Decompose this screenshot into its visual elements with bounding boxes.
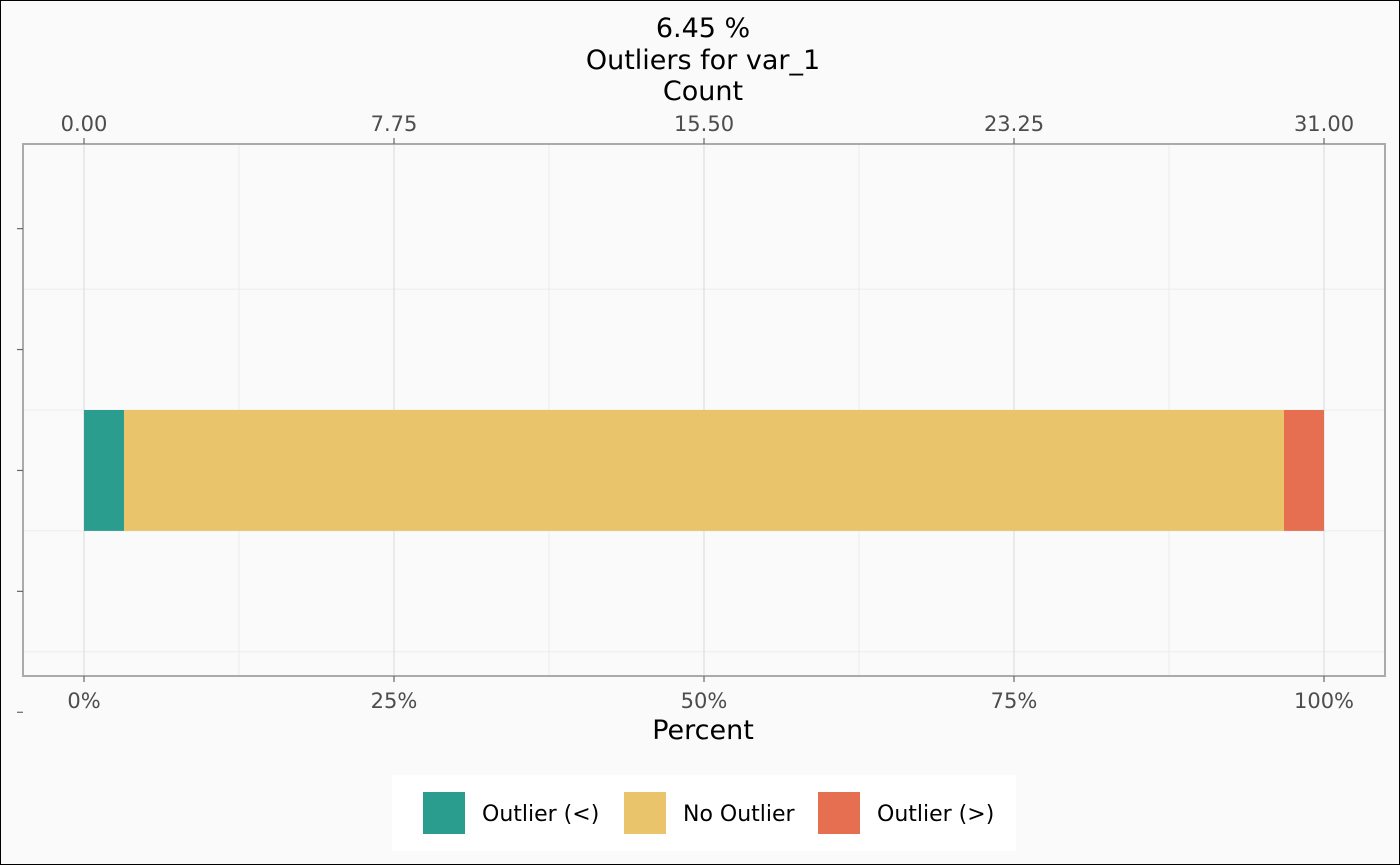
bar-segment-outlier-high — [1284, 410, 1324, 531]
top-axis-title: Count — [663, 76, 743, 107]
top-axis-tick-label: 7.75 — [371, 112, 418, 136]
top-axis-tick-label: 23.25 — [984, 112, 1044, 136]
top-axis-tick-label: 15.50 — [674, 112, 734, 136]
legend-key — [818, 792, 860, 834]
legend-label: No Outlier — [683, 802, 796, 827]
chart-title: Outliers for var_1 — [586, 45, 820, 76]
bottom-axis-tick-label: 25% — [371, 689, 418, 713]
x-axis-title: Percent — [652, 715, 754, 746]
legend-key — [624, 792, 666, 834]
bottom-axis-tick-label: 100% — [1294, 689, 1354, 713]
legend-box — [392, 775, 1016, 851]
bottom-axis-tick-label: 50% — [681, 689, 728, 713]
bar-segment-outlier-low — [84, 410, 124, 531]
bottom-axis-tick-label: 75% — [991, 689, 1038, 713]
bottom-axis-tick-label: 0% — [67, 689, 100, 713]
legend-label: Outlier (<) — [482, 802, 599, 827]
legend-key — [423, 792, 465, 834]
legend-label: Outlier (>) — [877, 802, 994, 827]
bar-segment-no-outlier — [123, 410, 1285, 531]
top-axis-tick-label: 31.00 — [1294, 112, 1354, 136]
top-axis-tick-label: 0.00 — [61, 112, 108, 136]
chart-title-percent: 6.45 % — [656, 13, 750, 44]
